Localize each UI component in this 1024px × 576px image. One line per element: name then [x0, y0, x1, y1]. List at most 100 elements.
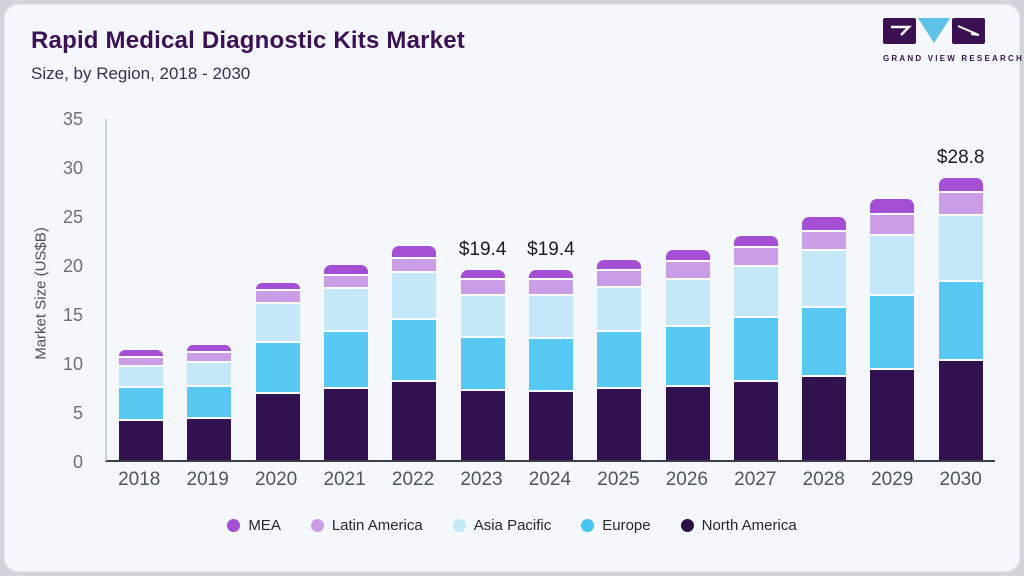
- legend-item-mea: MEA: [227, 517, 281, 534]
- bar-segment-north-america: [665, 384, 710, 460]
- bar-segment-north-america: [597, 386, 642, 460]
- page-title: Rapid Medical Diagnostic Kits Market: [31, 27, 465, 54]
- value-annotation: $28.8: [936, 146, 985, 168]
- x-tick-label: 2020: [254, 469, 298, 490]
- bar-segment-mea: [187, 345, 232, 352]
- bar-segment-europe: [802, 306, 847, 375]
- legend-swatch-icon: [310, 519, 324, 532]
- x-tick-label: 2023: [460, 469, 503, 490]
- x-tick-label: 2024: [528, 469, 572, 490]
- bar-segment-north-america: [938, 359, 983, 460]
- bar-segment-north-america: [460, 389, 505, 460]
- bar-segment-europe: [597, 329, 642, 387]
- legend-item-latin-america: Latin America: [310, 517, 423, 534]
- legend-item-asia-pacific: Asia Pacific: [452, 517, 552, 534]
- bar-segment-europe: [665, 324, 710, 385]
- bar-group-2027: [722, 119, 790, 460]
- bar-segment-north-america: [802, 374, 847, 460]
- plot-area: $19.4 $19.4 $28.8: [105, 119, 995, 462]
- gvr-logo: GRAND VIEW RESEARCH: [883, 18, 1024, 63]
- bar-segment-north-america: [733, 379, 778, 460]
- stacked-bar: [802, 217, 847, 460]
- bar-segment-mea: [597, 260, 642, 269]
- bar-group-2023: $19.4: [449, 119, 517, 460]
- bar-segment-mea: [733, 235, 778, 247]
- bar-segment-latin-america: [665, 260, 710, 278]
- bar-group-2026: [654, 119, 722, 460]
- stacked-bar: [528, 269, 573, 460]
- bar-segment-asia-pacific: [119, 364, 164, 386]
- stacked-bar: [392, 246, 437, 460]
- bar-segment-north-america: [119, 418, 164, 460]
- bar-segment-latin-america: [938, 190, 983, 215]
- bar-segment-europe: [938, 279, 983, 360]
- bar-segment-latin-america: [255, 288, 300, 303]
- bar-segment-asia-pacific: [324, 286, 369, 330]
- bar-segment-asia-pacific: [392, 270, 437, 318]
- stacked-bar: [938, 177, 983, 460]
- bar-segment-mea: [392, 246, 437, 258]
- y-tick-label: 15: [62, 305, 83, 325]
- stacked-bar: [870, 199, 915, 460]
- bar-segment-asia-pacific: [733, 265, 778, 316]
- bar-segment-asia-pacific: [597, 285, 642, 330]
- stacked-bar: [665, 250, 710, 460]
- bar-segment-mea: [324, 265, 369, 274]
- x-tick-label: 2025: [597, 469, 640, 490]
- bar-group-2028: [790, 119, 858, 460]
- x-tick-label: 2019: [186, 469, 229, 490]
- bar-group-2030: $28.8: [927, 119, 995, 460]
- bar-segment-asia-pacific: [255, 302, 300, 342]
- legend-label: Latin America: [331, 517, 423, 534]
- x-tick-label: 2028: [802, 469, 845, 490]
- bar-segment-latin-america: [733, 246, 778, 265]
- stacked-bar: [733, 235, 778, 460]
- bar-segment-europe: [119, 385, 164, 419]
- legend-label: Asia Pacific: [473, 517, 552, 534]
- bar-group-2021: [312, 119, 380, 460]
- gvr-logo-icon: [883, 18, 985, 44]
- bar-segment-latin-america: [870, 213, 915, 234]
- gvr-brand-text: GRAND VIEW RESEARCH: [883, 54, 1024, 63]
- bar-segment-europe: [733, 315, 778, 380]
- legend-swatch-icon: [581, 519, 595, 532]
- bar-segment-mea: [802, 217, 847, 230]
- x-tick-label: 2027: [734, 469, 777, 490]
- legend-item-europe: Europe: [581, 517, 651, 534]
- x-tick-label: 2022: [391, 469, 435, 490]
- chart-card: Rapid Medical Diagnostic Kits Market Siz…: [4, 4, 1024, 572]
- bar-segment-europe: [392, 317, 437, 380]
- legend: MEA Latin America Asia Pacific Europe North …: [5, 517, 1019, 534]
- bar-group-2020: [244, 119, 312, 460]
- stacked-bar: [119, 350, 164, 460]
- bar-segment-north-america: [392, 379, 437, 460]
- bar-segment-mea: [528, 269, 573, 278]
- y-tick-label: 25: [62, 207, 83, 227]
- x-tick-label: 2030: [939, 469, 982, 490]
- bar-segment-europe: [187, 384, 232, 417]
- bar-segment-north-america: [324, 386, 369, 460]
- x-tick-label: 2026: [665, 469, 708, 490]
- y-axis-ticks: 0 5 10 15 20 25 30 35: [35, 109, 93, 472]
- y-tick-label: 35: [62, 109, 83, 129]
- bar-group-2024: $19.4: [517, 119, 585, 460]
- bar-segment-latin-america: [528, 277, 573, 295]
- bar-segment-latin-america: [460, 277, 505, 295]
- bar-segment-latin-america: [392, 257, 437, 271]
- stacked-bar: [324, 265, 369, 460]
- bar-group-2022: [380, 119, 448, 460]
- value-annotation: $19.4: [527, 238, 575, 260]
- bar-group-2019: [175, 119, 243, 460]
- bar-segment-mea: [870, 199, 915, 214]
- x-tick-label: 2021: [323, 469, 366, 490]
- stacked-bar: [460, 269, 505, 460]
- stacked-bar: [255, 282, 300, 460]
- legend-item-north-america: North America: [680, 517, 797, 534]
- value-annotation: $19.4: [458, 238, 507, 260]
- bar-segment-latin-america: [597, 268, 642, 286]
- bar-segment-north-america: [528, 390, 573, 460]
- x-tick-label: 2029: [871, 469, 914, 490]
- legend-swatch-icon: [452, 519, 466, 532]
- bar-segment-latin-america: [802, 229, 847, 250]
- bar-segment-mea: [119, 350, 164, 357]
